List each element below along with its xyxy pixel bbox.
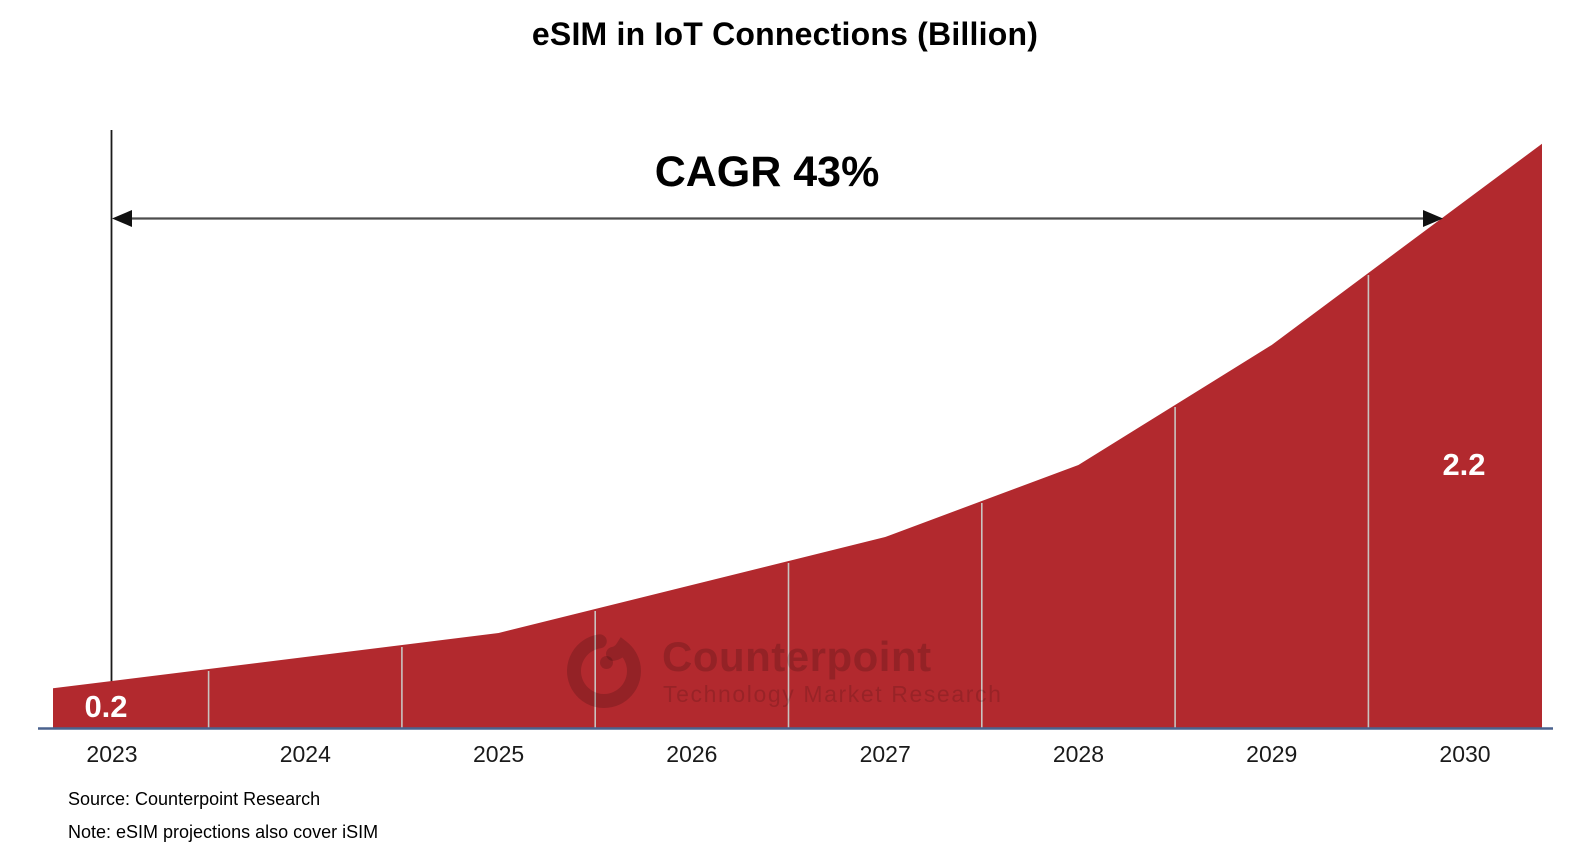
x-axis-label-2028: 2028 xyxy=(1052,741,1105,767)
source-note: Source: Counterpoint Research xyxy=(68,789,321,809)
watermark-tagline: Technology Market Research xyxy=(663,681,1003,707)
data-label-2023: 0.2 xyxy=(84,689,128,724)
arrow-left-head-icon xyxy=(112,210,132,227)
counterpoint-ring-logo-icon xyxy=(567,634,641,708)
x-axis-label-2023: 2023 xyxy=(86,741,138,767)
watermark-ring xyxy=(567,634,641,708)
cagr-arrow xyxy=(112,210,1443,227)
x-axis-label-2025: 2025 xyxy=(472,741,525,767)
watermark-ring-dot xyxy=(600,656,613,669)
data-label-2030: 2.2 xyxy=(1442,447,1486,482)
x-axis-label-2024: 2024 xyxy=(279,741,331,767)
x-axis-label-2026: 2026 xyxy=(666,741,718,767)
x-axis-label-2029: 2029 xyxy=(1246,741,1298,767)
cagr-annotation: CAGR 43% xyxy=(654,148,880,196)
x-axis-label-2030: 2030 xyxy=(1439,741,1491,767)
x-axis-label-2027: 2027 xyxy=(859,741,911,767)
category-separators xyxy=(207,275,1370,728)
watermark-brand: Counterpoint xyxy=(662,633,932,680)
arrow-right-head-icon xyxy=(1423,210,1443,227)
isim-note: Note: eSIM projections also cover iSIM xyxy=(68,822,379,842)
chart-title: eSIM in IoT Connections (Billion) xyxy=(531,16,1039,52)
area-shape xyxy=(53,143,1542,729)
